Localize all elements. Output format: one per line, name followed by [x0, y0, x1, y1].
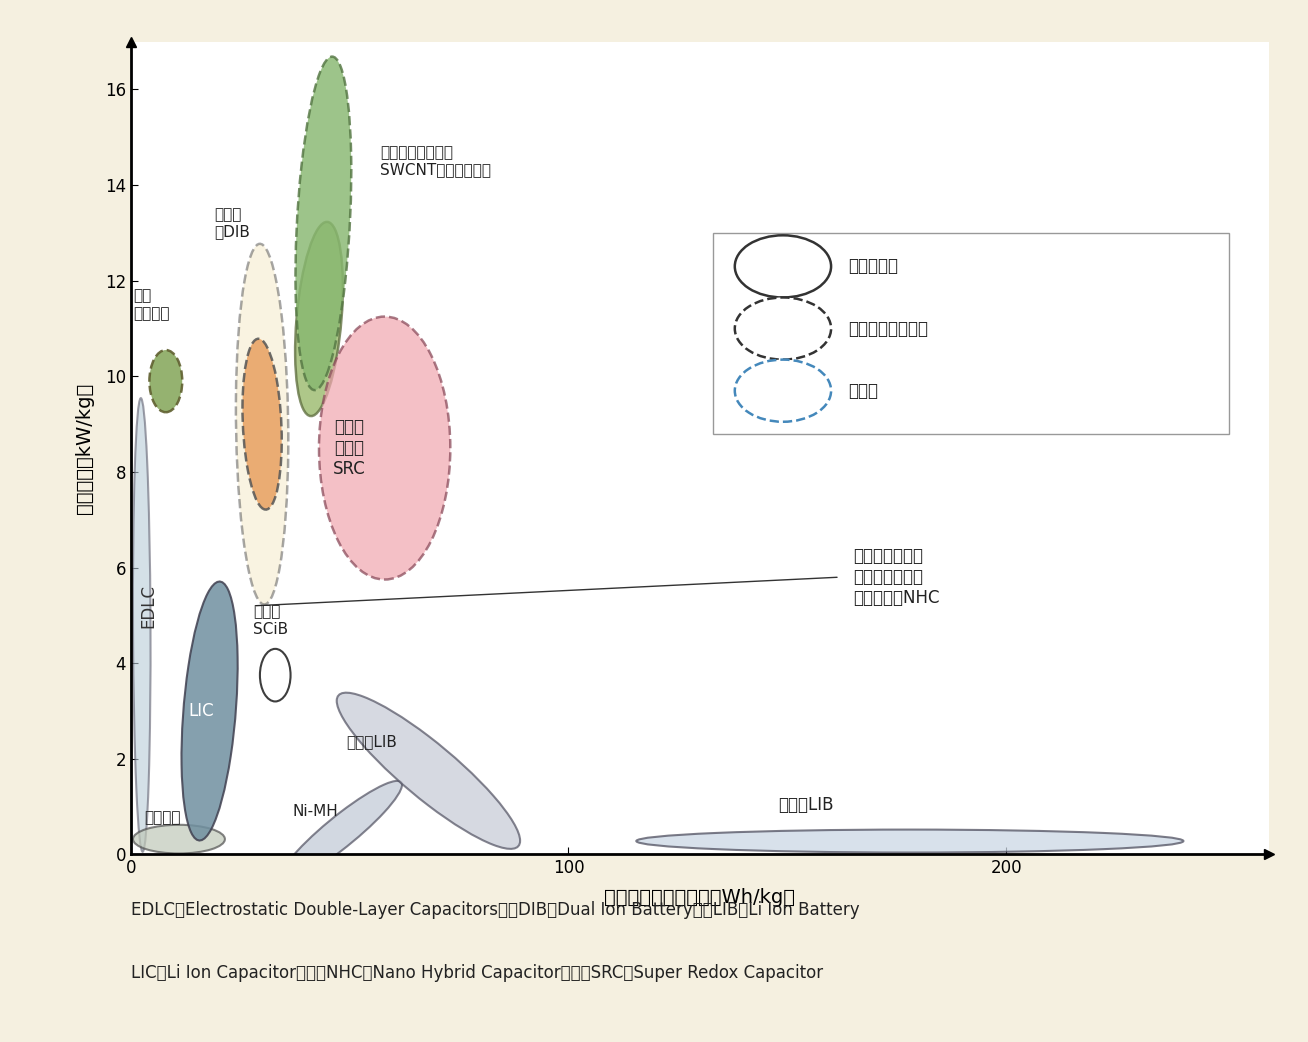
Ellipse shape [149, 350, 182, 413]
Text: 東京
理科大学: 東京 理科大学 [133, 289, 170, 321]
Text: 製品化済み: 製品化済み [849, 257, 899, 275]
Ellipse shape [636, 829, 1184, 852]
Ellipse shape [133, 398, 150, 851]
Text: 開発中: 開発中 [849, 381, 879, 400]
X-axis label: 重量エネルギー密度（Wh/kg）: 重量エネルギー密度（Wh/kg） [604, 889, 795, 908]
Text: 鉛蓄電池: 鉛蓄電池 [144, 810, 181, 825]
Y-axis label: 出力密度（kW/kg）: 出力密度（kW/kg） [75, 382, 94, 514]
Text: LIC：Li Ion Capacitor　　　NHC：Nano Hybrid Capacitor　　　SRC：Super Redox Capacitor: LIC：Li Ion Capacitor NHC：Nano Hybrid Cap… [131, 964, 823, 982]
Ellipse shape [242, 339, 281, 510]
Text: 高出力LIB: 高出力LIB [347, 735, 396, 749]
Ellipse shape [336, 693, 521, 849]
Ellipse shape [296, 222, 343, 416]
Ellipse shape [735, 235, 831, 297]
Ellipse shape [182, 581, 238, 841]
Ellipse shape [735, 359, 831, 422]
Text: Ni-MH: Ni-MH [293, 803, 339, 819]
Text: EDLC：Electrostatic Double-Layer Capacitors　　DIB：Dual Ion Battery　　LIB：Li Ion Bat: EDLC：Electrostatic Double-Layer Capacito… [131, 901, 859, 919]
Text: スペースリンクの
SWCNTキャパシター: スペースリンクの SWCNTキャパシター [381, 145, 492, 177]
Text: 直井研
究室の
SRC: 直井研 究室の SRC [334, 418, 366, 478]
Text: リコー
のDIB: リコー のDIB [215, 207, 250, 240]
Ellipse shape [235, 244, 288, 604]
Ellipse shape [260, 649, 290, 701]
FancyBboxPatch shape [713, 233, 1230, 433]
Text: 東京農工大学直
井研究室と日本
ケミコンのNHC: 東京農工大学直 井研究室と日本 ケミコンのNHC [853, 547, 939, 606]
Ellipse shape [319, 317, 450, 579]
Text: 大容量LIB: 大容量LIB [778, 796, 835, 814]
Text: EDLC: EDLC [140, 584, 157, 628]
Text: LIC: LIC [188, 702, 213, 720]
Text: サンプル出荷段階: サンプル出荷段階 [849, 320, 929, 338]
Ellipse shape [280, 780, 402, 883]
Ellipse shape [735, 297, 831, 359]
Ellipse shape [296, 56, 352, 390]
Text: 東芝の
SCiB: 東芝の SCiB [254, 604, 289, 637]
Ellipse shape [133, 825, 225, 853]
